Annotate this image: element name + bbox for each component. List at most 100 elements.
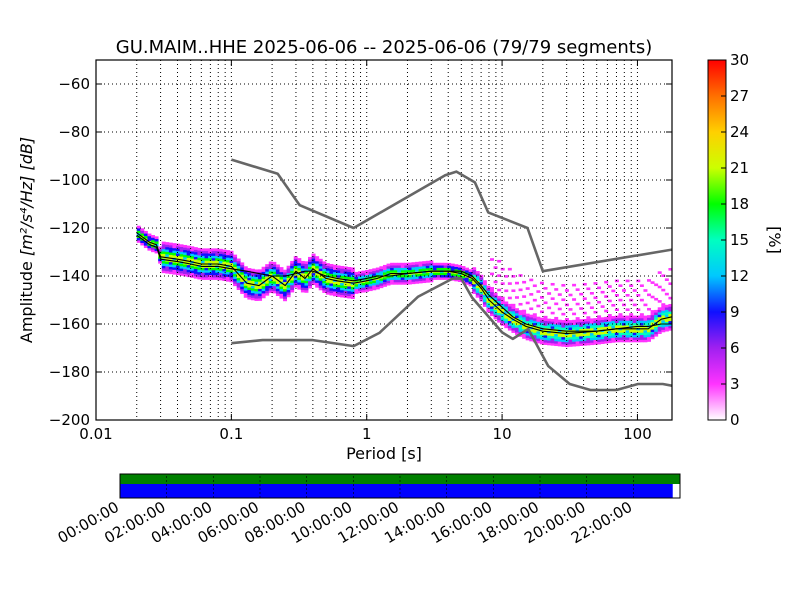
- psd-density-cell: [475, 273, 480, 277]
- psd-density-cell: [465, 270, 470, 273]
- psd-density-cell: [333, 286, 337, 290]
- psd-density-cell: [454, 266, 459, 270]
- psd-density-cell: [265, 283, 270, 287]
- psd-density-cell: [318, 261, 323, 264]
- psd-density-cell: [200, 250, 205, 254]
- psd-density-cell: [550, 311, 555, 315]
- psd-density-cell: [350, 296, 355, 299]
- psd-density-cell: [514, 296, 519, 299]
- psd-density-cell: [557, 293, 562, 296]
- psd-density-cell: [547, 323, 552, 327]
- psd-density-cell: [308, 268, 312, 272]
- psd-density-cell: [586, 323, 591, 327]
- psd-density-cell: [243, 273, 248, 277]
- psd-density-cell: [172, 269, 177, 273]
- psd-density-cell: [265, 271, 270, 275]
- psd-density-cell: [511, 306, 516, 309]
- psd-density-cell: [536, 323, 541, 327]
- psd-density-cell: [347, 266, 352, 270]
- psd-density-cell: [315, 260, 320, 264]
- psd-density-cell: [572, 298, 577, 301]
- psd-density-cell: [190, 272, 195, 276]
- psd-density-cell: [547, 340, 552, 343]
- psd-density-cell: [432, 267, 437, 271]
- psd-density-cell: [525, 330, 530, 334]
- psd-density-cell: [482, 301, 487, 305]
- psd-density-cell: [607, 330, 612, 334]
- psd-density-cell: [293, 265, 298, 269]
- psd-density-cell: [275, 281, 280, 284]
- psd-density-cell: [254, 293, 259, 297]
- psd-density-cell: [639, 330, 644, 333]
- psd-density-cell: [258, 298, 263, 301]
- psd-density-cell: [604, 295, 609, 298]
- psd-density-cell: [529, 293, 534, 296]
- psd-density-cell: [258, 290, 263, 294]
- psd-density-cell: [661, 324, 666, 328]
- psd-density-cell: [218, 251, 223, 254]
- psd-density-cell: [654, 333, 659, 337]
- psd-density-cell: [647, 317, 651, 321]
- psd-density-cell: [614, 330, 619, 333]
- psd-density-cell: [386, 278, 391, 281]
- psd-density-cell: [254, 288, 259, 292]
- psd-density-cell: [507, 318, 512, 321]
- psd-density-cell: [347, 286, 352, 289]
- psd-density-cell: [136, 225, 141, 229]
- psd-density-cell: [279, 283, 284, 287]
- psd-density-cell: [247, 287, 252, 290]
- psd-density-cell: [500, 315, 505, 319]
- psd-density-cell: [507, 306, 512, 309]
- psd-density-cell: [236, 280, 241, 283]
- psd-density-cell: [218, 260, 223, 264]
- psd-density-cell: [382, 281, 387, 285]
- psd-density-cell: [422, 280, 427, 284]
- psd-density-cell: [333, 288, 337, 292]
- psd-density-cell: [629, 325, 634, 328]
- psd-density-cell: [386, 263, 391, 267]
- psd-density-cell: [193, 251, 198, 255]
- psd-density-cell: [447, 267, 452, 271]
- psd-density-cell: [543, 339, 548, 343]
- psd-density-cell: [654, 314, 659, 318]
- psd-density-cell: [482, 297, 487, 300]
- psd-density-cell: [179, 265, 184, 269]
- psd-density-cell: [379, 266, 384, 269]
- chart-title: GU.MAIM..HHE 2025-06-06 -- 2025-06-06 (7…: [116, 37, 652, 58]
- psd-density-cell: [425, 277, 430, 281]
- psd-density-cell: [564, 337, 569, 340]
- psd-density-cell: [661, 312, 666, 316]
- psd-density-cell: [575, 329, 580, 332]
- psd-density-cell: [511, 320, 516, 324]
- psd-density-cell: [575, 319, 580, 323]
- psd-density-cell: [265, 276, 270, 279]
- psd-density-cell: [447, 277, 452, 281]
- psd-density-cell: [554, 316, 559, 320]
- psd-density-cell: [215, 274, 220, 278]
- psd-density-cell: [193, 266, 198, 270]
- psd-density-cell: [600, 338, 605, 342]
- psd-density-cell: [386, 275, 391, 279]
- psd-density-cell: [525, 313, 530, 317]
- psd-density-cell: [151, 249, 155, 253]
- psd-density-cell: [643, 318, 648, 321]
- psd-density-cell: [318, 266, 323, 269]
- psd-density-cell: [507, 303, 512, 307]
- psd-density-cell: [668, 306, 672, 310]
- psd-density-cell: [347, 269, 352, 273]
- psd-density-cell: [425, 279, 430, 283]
- psd-density-cell: [175, 253, 180, 256]
- psd-density-cell: [529, 321, 534, 325]
- psd-density-cell: [518, 310, 523, 313]
- psd-density-cell: [379, 268, 384, 272]
- psd-density-cell: [161, 248, 166, 252]
- psd-density-cell: [283, 279, 288, 283]
- psd-density-cell: [522, 336, 527, 339]
- psd-density-cell: [668, 282, 672, 285]
- psd-density-cell: [279, 295, 284, 299]
- psd-density-cell: [589, 318, 594, 322]
- psd-density-cell: [404, 265, 409, 268]
- psd-density-cell: [518, 324, 523, 328]
- psd-density-cell: [572, 341, 577, 345]
- psd-density-cell: [407, 281, 412, 285]
